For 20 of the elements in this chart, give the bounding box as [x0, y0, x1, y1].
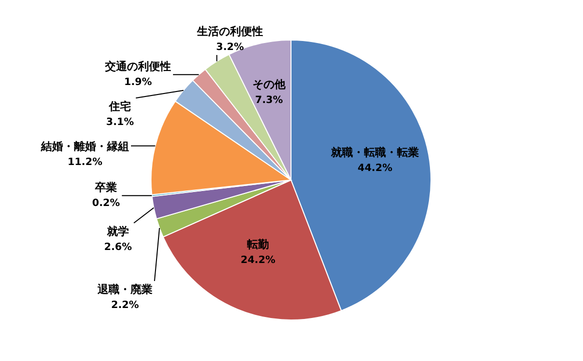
slice-label: 住宅 — [108, 100, 131, 113]
slice-label: 結婚・離婚・縁組 — [40, 140, 129, 153]
data-label: 3.2% — [216, 42, 244, 53]
data-label: 2.2% — [111, 300, 139, 311]
slice-label: 生活の利便性 — [196, 25, 263, 38]
slice-label: 卒業 — [94, 181, 117, 194]
slice-label: 退職・廃業 — [96, 283, 152, 296]
data-label: 11.2% — [68, 157, 102, 168]
data-label: 7.3% — [255, 95, 283, 106]
slice-label: その他 — [252, 78, 286, 91]
slice-label: 就職・転職・転業 — [330, 146, 419, 159]
slice-label: 転勤 — [246, 238, 269, 251]
data-label: 3.1% — [106, 117, 134, 128]
data-label: 0.2% — [92, 198, 120, 209]
data-label: 24.2% — [240, 255, 276, 266]
slice-label: 交通の利便性 — [104, 60, 171, 73]
data-label: 2.6% — [104, 242, 132, 253]
data-label: 1.9% — [124, 77, 152, 88]
data-label: 44.2% — [358, 163, 392, 174]
slice-label: 就学 — [106, 225, 129, 238]
